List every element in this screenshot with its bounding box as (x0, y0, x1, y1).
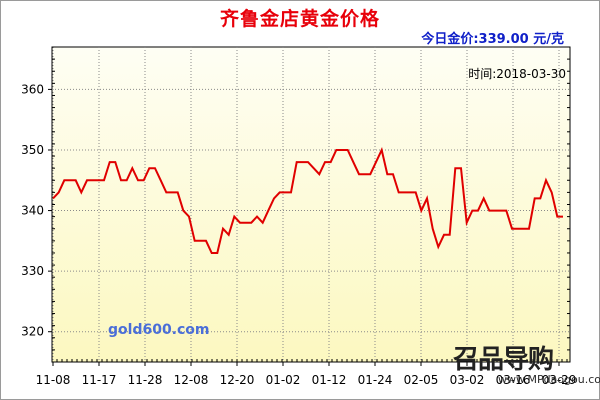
x-tick-label: 02-05 (404, 373, 439, 387)
x-tick-label: 01-24 (358, 373, 393, 387)
today-price-value: 339.00 (478, 32, 529, 47)
x-axis: 11-08 11-17 11-28 12-08 12-20 01-02 01-12 01-24… (36, 362, 577, 387)
x-tick-label: 12-08 (174, 373, 209, 387)
today-unit: 元/克 (533, 32, 564, 47)
y-tick-label: 320 (21, 325, 44, 339)
x-tick-label: 03-02 (450, 373, 485, 387)
grid-lines (52, 47, 570, 362)
chart-title: 齐鲁金店黄金价格 (219, 8, 380, 30)
y-tick-label: 350 (21, 143, 44, 157)
x-tick-label: 12-20 (220, 373, 255, 387)
y-tick-label: 330 (21, 264, 44, 278)
watermark-text: gold600.com (108, 322, 210, 338)
x-tick-label: 03-16 (496, 373, 531, 387)
x-tick-label: 11-17 (82, 373, 117, 387)
mpdaogou-logo: 召品导购 www.MPdaogou.com (453, 345, 600, 386)
y-axis: 320 330 340 350 360 (21, 82, 52, 339)
x-tick-label: 01-12 (312, 373, 347, 387)
y-tick-label: 340 (21, 204, 44, 218)
today-price-label: 今日金价:339.00 元/克 (421, 28, 564, 47)
x-tick-label: 03-29 (542, 373, 577, 387)
logo-brand: 召品导购 (453, 345, 553, 375)
x-tick-label: 11-08 (36, 373, 71, 387)
minor-ticks (51, 46, 570, 363)
logo-site-url: www.MPdaogou.com (498, 373, 600, 386)
y-tick-label: 360 (21, 82, 44, 96)
x-tick-label: 01-02 (266, 373, 301, 387)
time-label: 时间:2018-03-30 (468, 67, 566, 81)
today-label: 今日金价: (421, 32, 479, 47)
plot-area (51, 46, 571, 363)
x-tick-label: 11-28 (128, 373, 163, 387)
price-series-line (52, 146, 563, 254)
